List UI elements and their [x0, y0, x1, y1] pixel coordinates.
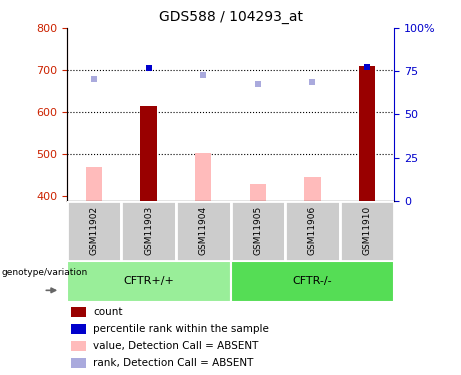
Bar	[249, 184, 266, 201]
Text: GSM11904: GSM11904	[199, 206, 208, 255]
Text: GSM11902: GSM11902	[89, 206, 99, 255]
Bar	[71, 324, 86, 334]
Text: CFTR+/+: CFTR+/+	[123, 276, 174, 286]
Bar	[230, 261, 394, 302]
Text: value, Detection Call = ABSENT: value, Detection Call = ABSENT	[93, 341, 259, 351]
Text: GSM11910: GSM11910	[362, 206, 372, 255]
Bar	[71, 341, 86, 351]
Text: count: count	[93, 307, 123, 317]
Text: genotype/variation: genotype/variation	[1, 268, 88, 277]
Bar	[340, 201, 394, 261]
Bar	[304, 177, 320, 201]
Bar	[71, 308, 86, 317]
Text: CFTR-/-: CFTR-/-	[293, 276, 332, 286]
Bar	[176, 201, 230, 261]
Bar	[195, 153, 212, 201]
Title: GDS588 / 104293_at: GDS588 / 104293_at	[159, 10, 302, 24]
Bar	[141, 106, 157, 201]
Bar	[86, 167, 102, 201]
Bar	[285, 201, 340, 261]
Bar	[67, 201, 121, 261]
Text: GSM11903: GSM11903	[144, 206, 153, 255]
Text: rank, Detection Call = ABSENT: rank, Detection Call = ABSENT	[93, 358, 254, 368]
Bar	[230, 201, 285, 261]
Bar	[359, 66, 375, 201]
Text: GSM11906: GSM11906	[308, 206, 317, 255]
Text: percentile rank within the sample: percentile rank within the sample	[93, 324, 269, 334]
Bar	[67, 261, 230, 302]
Bar	[71, 358, 86, 368]
Text: GSM11905: GSM11905	[253, 206, 262, 255]
Bar	[121, 201, 176, 261]
